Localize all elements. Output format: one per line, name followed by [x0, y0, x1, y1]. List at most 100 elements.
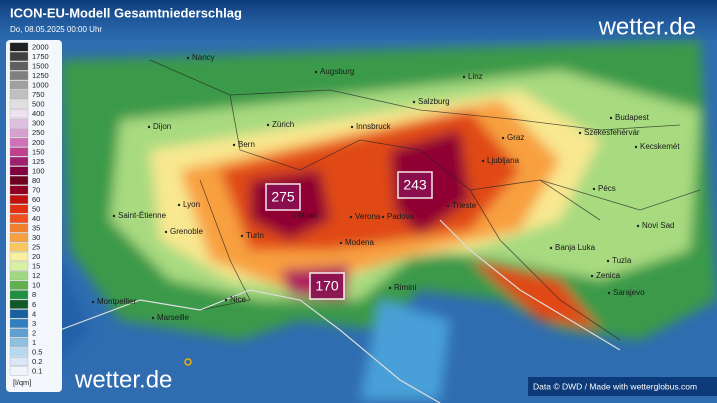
legend-swatch	[9, 71, 29, 81]
city-dot	[590, 274, 594, 278]
city-label: Tuzla	[612, 256, 632, 265]
city-dot	[350, 125, 354, 129]
legend-label: 12	[32, 271, 40, 280]
city-label: Augsburg	[320, 67, 354, 76]
city-label: Budapest	[615, 113, 650, 122]
city-dot	[381, 215, 385, 219]
city-label: Nancy	[192, 53, 215, 62]
legend-swatch	[9, 366, 29, 376]
legend-swatch	[9, 204, 29, 214]
city-label: Graz	[507, 133, 524, 142]
legend-swatch	[9, 147, 29, 157]
precip-field	[20, 40, 717, 400]
legend-swatch	[9, 271, 29, 281]
legend-label: 35	[32, 224, 40, 233]
legend-swatch	[9, 128, 29, 138]
city-dot	[349, 215, 353, 219]
city-dot	[151, 316, 155, 320]
legend-label: 25	[32, 243, 40, 252]
legend-label: 4	[32, 309, 36, 318]
city-label: Zürich	[272, 120, 294, 129]
logo-bottom: wetter.de	[74, 366, 172, 393]
legend-label: 1750	[32, 52, 49, 61]
legend-label: 250	[32, 128, 45, 137]
city-label: Turin	[246, 231, 264, 240]
city-label: Padova	[387, 212, 415, 221]
legend-label: 10	[32, 281, 40, 290]
legend-label: 0.5	[32, 347, 42, 356]
title: ICON-EU-Modell Gesamtniederschlag	[10, 5, 242, 20]
legend-swatch	[9, 290, 29, 300]
city-label: Pécs	[598, 184, 616, 193]
coastline	[59, 219, 621, 403]
legend-label: 750	[32, 90, 45, 99]
max-box	[309, 272, 345, 300]
city-dot	[446, 204, 450, 208]
legend-swatch	[9, 90, 29, 100]
max-box	[397, 171, 433, 199]
date: Do, 08.05.2025 00:00 Uhr	[10, 25, 102, 34]
legend-label: 125	[32, 157, 45, 166]
city-dot	[177, 203, 181, 207]
legend-swatch	[9, 280, 29, 290]
borders	[149, 59, 701, 341]
legend-label: 50	[32, 204, 40, 213]
city-label: Grenoble	[170, 227, 203, 236]
logo: wetter.de	[598, 13, 696, 40]
legend-label: 1250	[32, 71, 49, 80]
legend-swatch	[9, 337, 29, 347]
legend-label: 300	[32, 119, 45, 128]
city-dot	[266, 123, 270, 127]
legend-label: 2000	[32, 42, 49, 51]
legend-swatch	[9, 195, 29, 204]
city-dot	[462, 75, 466, 79]
city-dot	[501, 136, 505, 140]
city-label: Dijon	[153, 122, 171, 131]
city-label: Székesfehérvár	[584, 128, 640, 137]
city-label: Kecskemét	[640, 142, 680, 151]
city-dot	[481, 159, 485, 163]
city-label: Ljubljana	[487, 156, 520, 165]
city-dot	[339, 241, 343, 245]
city-label: Bern	[238, 140, 255, 149]
city-dot	[412, 100, 416, 104]
max-box	[265, 183, 301, 211]
city-label: Zenica	[596, 271, 621, 280]
logo-dot	[184, 358, 192, 366]
city-label: Modena	[345, 238, 374, 247]
city-dot	[388, 286, 392, 290]
city-dot	[636, 224, 640, 228]
legend-swatch	[9, 42, 29, 52]
legend-label: 15	[32, 262, 40, 271]
city-dot	[606, 259, 610, 263]
city-label: Verona	[355, 212, 381, 221]
city-dot	[232, 143, 236, 147]
legend-label: 6	[32, 300, 36, 309]
legend-label: 200	[32, 138, 45, 147]
city-label: Innsbruck	[356, 122, 392, 131]
city-dot	[186, 56, 190, 60]
legend-swatch	[9, 214, 29, 223]
legend-swatch	[9, 347, 29, 357]
legend-swatch	[9, 61, 29, 71]
legend-swatch	[9, 185, 29, 195]
city-label: Saint-Étienne	[118, 211, 167, 220]
footer: Data © DWD / Made with wetterglobus.com	[533, 381, 697, 391]
city-dot	[224, 298, 228, 302]
legend-label: 100	[32, 166, 45, 175]
legend-swatch	[9, 109, 29, 119]
legend-label: 1000	[32, 81, 49, 90]
legend-swatch	[9, 252, 29, 262]
city-dot	[314, 70, 318, 74]
max-value: 243	[403, 177, 427, 193]
legend-label: 3	[32, 319, 36, 328]
city-label: Novi Sad	[642, 221, 674, 230]
legend-label: 8	[32, 290, 36, 299]
legend-label: 40	[32, 214, 40, 223]
legend-label: 0.1	[32, 366, 42, 375]
legend-label: 30	[32, 233, 40, 242]
city-dot	[112, 214, 116, 218]
legend-label: 150	[32, 147, 45, 156]
legend-swatch	[9, 357, 29, 366]
city-label: Milan	[298, 211, 317, 220]
